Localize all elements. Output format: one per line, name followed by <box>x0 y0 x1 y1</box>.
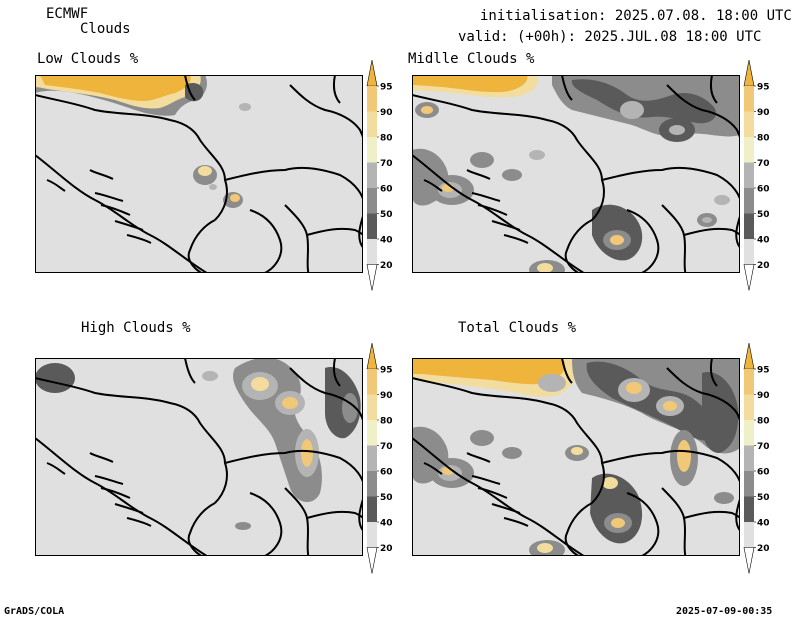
colorbar-svg: 95 90 80 70 60 50 40 20 <box>366 342 393 574</box>
colorbar-svg: 95 90 80 70 60 50 40 20 <box>743 59 770 291</box>
colorbar-segment <box>367 111 377 137</box>
colorbar-bottom-arrow <box>366 547 378 574</box>
colorbar-tick-label: 60 <box>380 185 393 195</box>
colorbar-tick-label: 95 <box>757 83 770 93</box>
colorbar-segment <box>744 213 754 239</box>
colorbar-segment <box>744 471 754 497</box>
colorbar-segment <box>367 394 377 420</box>
colorbar-tick-label: 70 <box>757 159 770 169</box>
colorbar-segment <box>744 188 754 214</box>
colorbar-tick-label: 90 <box>757 108 770 118</box>
colorbar-svg: 95 90 80 70 60 50 40 20 <box>366 59 393 291</box>
model-label: ECMWF <box>46 6 89 22</box>
colorbar-segment <box>744 239 754 265</box>
colorbar-top-arrow <box>743 59 755 87</box>
colorbar-segment <box>367 86 377 112</box>
footer-timestamp: 2025-07-09-00:35 <box>676 606 773 617</box>
colorbar-segment <box>367 496 377 522</box>
colorbar-tick-label: 50 <box>757 210 770 220</box>
colorbar-tick-label: 95 <box>380 83 393 93</box>
map-panel-total-clouds <box>412 358 740 556</box>
colorbar-tick-label: 60 <box>757 185 770 195</box>
colorbar-segment <box>744 445 754 471</box>
colorbar-segment <box>744 420 754 446</box>
map-panel-high-clouds <box>35 358 363 556</box>
colorbar-segment <box>744 369 754 395</box>
colorbar-tick-label: 50 <box>380 493 393 503</box>
colorbar-segment <box>367 420 377 446</box>
valid-time: valid: (+00h): 2025.JUL.08 18:00 UTC <box>458 29 762 45</box>
colorbar-low: 95 90 80 70 60 50 40 20 <box>364 58 414 292</box>
colorbar-segment <box>367 239 377 265</box>
colorbar-segment <box>367 137 377 163</box>
colorbar-segment <box>367 471 377 497</box>
colorbar-segment <box>744 394 754 420</box>
colorbar-bottom-arrow <box>743 547 755 574</box>
colorbar-tick-label: 70 <box>380 442 393 452</box>
colorbar-total: 95 90 80 70 60 50 40 20 <box>741 341 791 575</box>
colorbar-tick-label: 50 <box>380 210 393 220</box>
colorbar-tick-label: 40 <box>380 236 393 246</box>
field-label: Clouds <box>80 21 131 37</box>
colorbar-tick-label: 90 <box>380 391 393 401</box>
colorbar-high: 95 90 80 70 60 50 40 20 <box>364 341 414 575</box>
panel-title-middle: Midlle Clouds % <box>408 51 535 67</box>
colorbar-top-arrow <box>366 342 378 370</box>
colorbar-segment <box>367 369 377 395</box>
colorbar-segment <box>367 213 377 239</box>
panel-title-low: Low Clouds % <box>37 51 139 67</box>
colorbar-segment <box>744 162 754 188</box>
colorbar-segment <box>367 445 377 471</box>
colorbar-tick-label: 40 <box>380 519 393 529</box>
colorbar-tick-label: 80 <box>380 417 393 427</box>
colorbar-tick-label: 90 <box>380 108 393 118</box>
colorbar-tick-label: 95 <box>380 366 393 376</box>
colorbar-bottom-arrow <box>366 264 378 291</box>
colorbar-tick-label: 40 <box>757 236 770 246</box>
colorbar-top-arrow <box>743 342 755 370</box>
colorbar-tick-label: 80 <box>380 134 393 144</box>
colorbar-tick-label: 20 <box>380 544 393 554</box>
colorbar-tick-label: 50 <box>757 493 770 503</box>
map-panel-low-clouds <box>35 75 363 273</box>
colorbar-tick-label: 70 <box>380 159 393 169</box>
panel-title-high: High Clouds % <box>81 320 191 336</box>
colorbar-segment <box>744 522 754 548</box>
colorbar-segment <box>367 522 377 548</box>
colorbar-svg: 95 90 80 70 60 50 40 20 <box>743 342 770 574</box>
colorbar-tick-label: 80 <box>757 417 770 427</box>
colorbar-top-arrow <box>366 59 378 87</box>
colorbar-tick-label: 95 <box>757 366 770 376</box>
panel-title-total: Total Clouds % <box>458 320 577 336</box>
colorbar-tick-label: 60 <box>380 468 393 478</box>
colorbar-tick-label: 20 <box>757 544 770 554</box>
colorbar-segment <box>744 137 754 163</box>
init-time: initialisation: 2025.07.08. 18:00 UTC <box>480 8 792 24</box>
colorbar-tick-label: 80 <box>757 134 770 144</box>
footer-software: GrADS/COLA <box>4 606 65 617</box>
colorbar-tick-label: 70 <box>757 442 770 452</box>
colorbar-segment <box>367 162 377 188</box>
colorbar-middle: 95 90 80 70 60 50 40 20 <box>741 58 791 292</box>
colorbar-tick-label: 60 <box>757 468 770 478</box>
colorbar-tick-label: 40 <box>757 519 770 529</box>
colorbar-bottom-arrow <box>743 264 755 291</box>
map-panel-middle-clouds <box>412 75 740 273</box>
colorbar-segment <box>744 86 754 112</box>
colorbar-tick-label: 90 <box>757 391 770 401</box>
colorbar-segment <box>744 496 754 522</box>
colorbar-tick-label: 20 <box>757 261 770 271</box>
colorbar-segment <box>367 188 377 214</box>
colorbar-tick-label: 20 <box>380 261 393 271</box>
colorbar-segment <box>744 111 754 137</box>
